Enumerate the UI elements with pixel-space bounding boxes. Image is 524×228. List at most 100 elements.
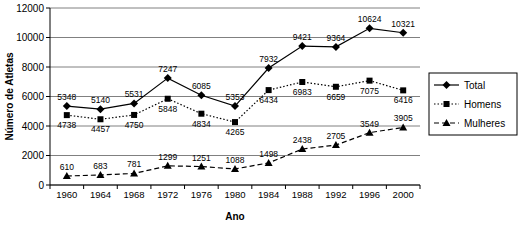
series-marker xyxy=(97,116,103,122)
grid-line xyxy=(50,37,420,38)
legend-marker xyxy=(443,81,451,89)
x-tick-label: 1992 xyxy=(325,189,346,200)
y-tick xyxy=(46,126,50,127)
x-tick xyxy=(184,185,185,189)
series-marker xyxy=(130,169,138,176)
y-tick xyxy=(46,8,50,9)
data-label: 6416 xyxy=(394,95,413,105)
data-label: 10624 xyxy=(358,14,382,24)
data-label: 10321 xyxy=(391,19,415,29)
grid-line xyxy=(50,185,420,186)
x-tick-label: 1976 xyxy=(191,189,212,200)
series-marker xyxy=(399,29,407,37)
x-tick-label: 1960 xyxy=(56,189,77,200)
data-label: 9364 xyxy=(326,33,345,43)
x-tick-label: 1988 xyxy=(292,189,313,200)
grid-line xyxy=(50,67,420,68)
y-tick-label: 2000 xyxy=(22,150,45,161)
data-label: 1088 xyxy=(226,155,245,165)
x-tick xyxy=(218,185,219,189)
legend-marker xyxy=(443,119,451,126)
series-marker xyxy=(265,159,273,166)
series-marker xyxy=(399,123,407,130)
legend-label: Total xyxy=(464,80,485,91)
x-tick xyxy=(420,185,421,189)
data-label: 6983 xyxy=(293,87,312,97)
x-tick-label: 1964 xyxy=(90,189,111,200)
plot-area xyxy=(63,24,407,179)
data-labels: 5348514055317247608553537932942193641062… xyxy=(57,14,415,172)
x-tick xyxy=(319,185,320,189)
legend-marker xyxy=(444,101,450,107)
series-marker xyxy=(366,24,374,32)
data-label: 7247 xyxy=(158,64,177,74)
x-tick-label: 1968 xyxy=(124,189,145,200)
grid-line xyxy=(50,8,420,9)
y-tick-label: 4000 xyxy=(22,121,45,132)
legend: Total Homens Mulheres xyxy=(429,73,517,135)
data-label: 4750 xyxy=(125,120,144,130)
x-tick-label: 1972 xyxy=(157,189,178,200)
series-marker xyxy=(63,102,71,110)
legend-label: Homens xyxy=(464,99,501,110)
x-tick xyxy=(83,185,84,189)
y-tick xyxy=(46,185,50,186)
data-label: 4265 xyxy=(226,127,245,137)
data-label: 5140 xyxy=(91,95,110,105)
data-label: 683 xyxy=(93,161,107,171)
y-tick xyxy=(46,155,50,156)
series-marker xyxy=(198,111,204,117)
legend-label: Mulheres xyxy=(464,118,505,129)
series-marker xyxy=(366,129,374,136)
series-marker xyxy=(165,96,171,102)
series-line xyxy=(67,28,403,109)
x-tick xyxy=(150,185,151,189)
series-marker xyxy=(332,43,340,51)
x-tick-label: 2000 xyxy=(393,189,414,200)
series-line xyxy=(67,127,403,176)
series-marker xyxy=(298,145,306,152)
series-marker xyxy=(197,163,205,170)
chart: 0 2000 4000 6000 8000 10000 12000 1960 1964 1968 1… xyxy=(0,0,524,228)
data-label: 5848 xyxy=(158,104,177,114)
data-label: 2705 xyxy=(326,131,345,141)
data-label: 6085 xyxy=(192,81,211,91)
data-label: 5353 xyxy=(226,92,245,102)
y-axis xyxy=(50,8,51,185)
series-marker xyxy=(164,162,172,169)
y-tick-label: 12000 xyxy=(16,3,44,14)
legend-box xyxy=(429,73,517,135)
x-tick-label: 1996 xyxy=(359,189,380,200)
data-label: 1299 xyxy=(158,152,177,162)
series-marker xyxy=(232,119,238,125)
y-tick-label: 10000 xyxy=(16,32,44,43)
y-tick xyxy=(46,37,50,38)
data-label: 4457 xyxy=(91,124,110,134)
y-tick-label: 6000 xyxy=(22,91,45,102)
data-label: 610 xyxy=(60,162,74,172)
series-marker xyxy=(231,102,239,110)
data-label: 7932 xyxy=(259,54,278,64)
series-marker xyxy=(96,105,104,113)
data-label: 5531 xyxy=(125,89,144,99)
x-tick xyxy=(352,185,353,189)
data-label: 1498 xyxy=(259,149,278,159)
series-marker xyxy=(231,165,239,172)
y-tick-label: 0 xyxy=(38,180,44,191)
x-tick-label: 1984 xyxy=(258,189,279,200)
series-marker xyxy=(367,78,373,84)
data-label: 1251 xyxy=(192,153,211,163)
x-tick xyxy=(386,185,387,189)
data-label: 4738 xyxy=(57,120,76,130)
data-label: 781 xyxy=(127,159,141,169)
data-label: 7075 xyxy=(360,86,379,96)
series-marker xyxy=(266,87,272,93)
data-label: 6659 xyxy=(326,92,345,102)
x-tick xyxy=(117,185,118,189)
series-marker xyxy=(400,87,406,93)
y-tick-label: 8000 xyxy=(22,62,45,73)
x-tick xyxy=(50,185,51,189)
y-tick xyxy=(46,96,50,97)
series-marker xyxy=(333,84,339,90)
data-label: 3549 xyxy=(360,119,379,129)
